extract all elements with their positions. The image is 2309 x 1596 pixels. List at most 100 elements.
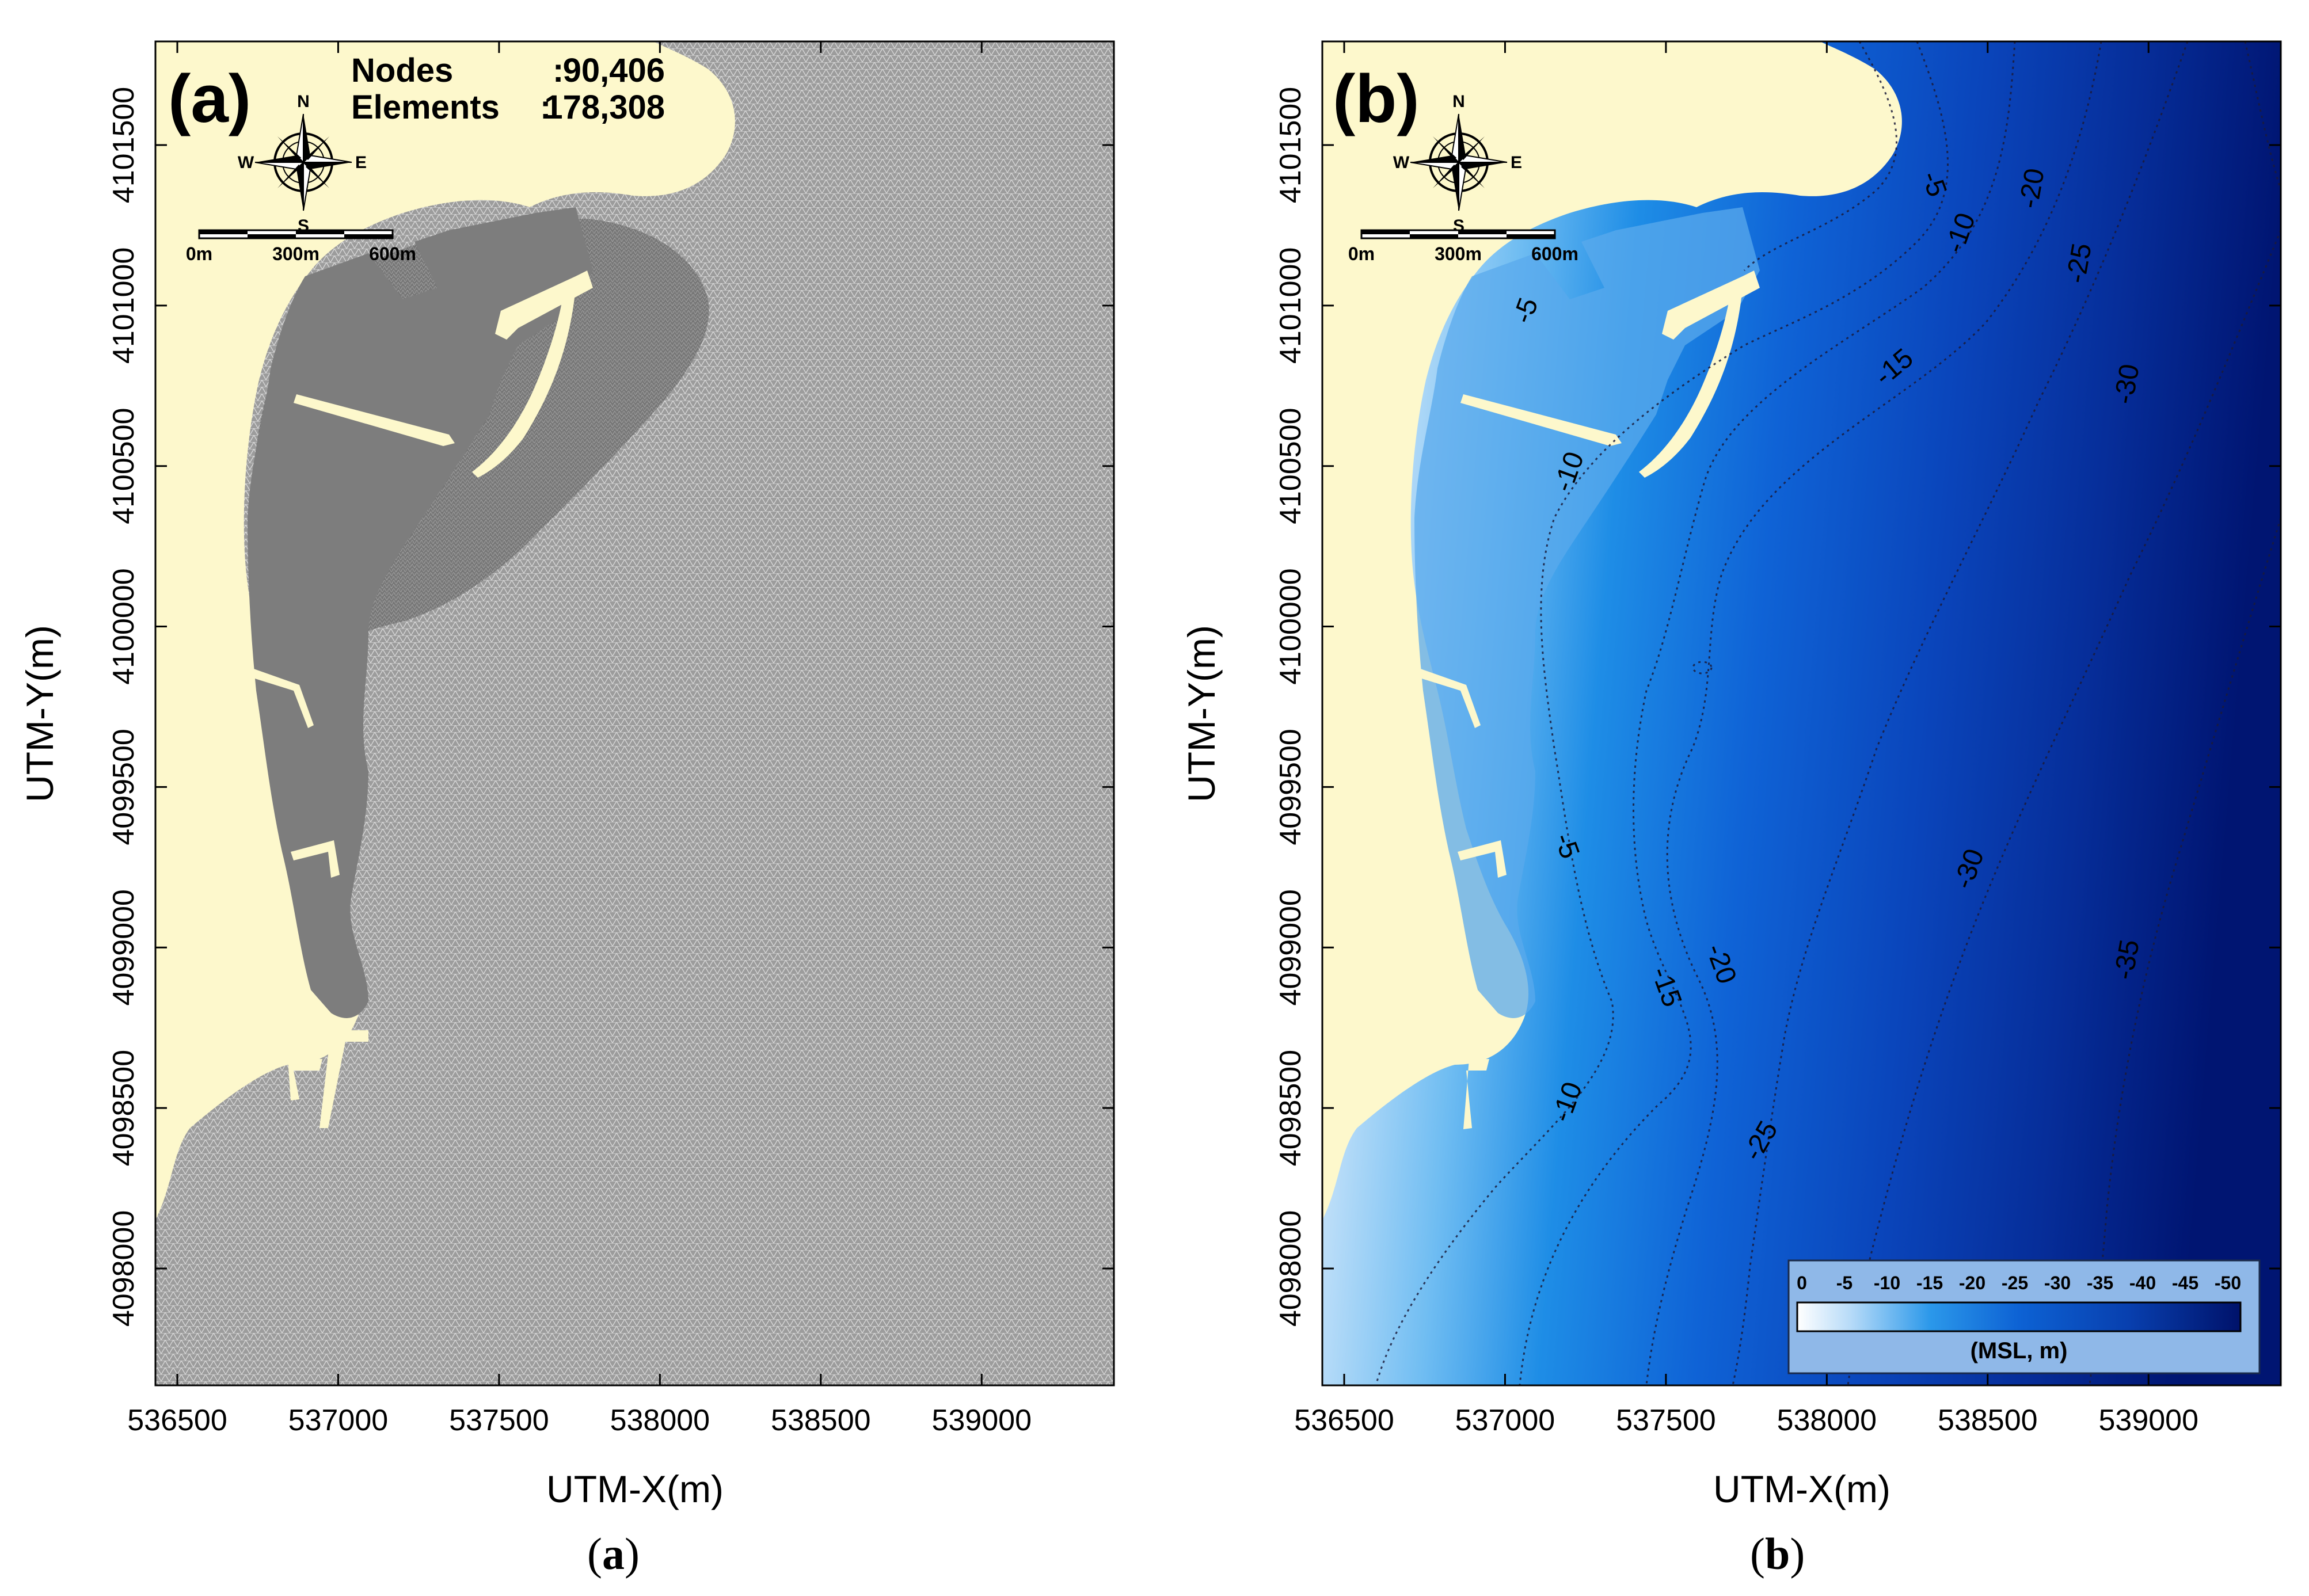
x-tick-label: 537000 [288,1404,389,1437]
y-tick-labels: 4101500 4101000 4100500 4100000 4099500 40990… [1274,87,1307,1327]
panel-b: -5-5-5-10-10-10-15-15-20-20-25-25-30-30-… [1180,40,2282,1510]
x-tick-label: 537500 [1616,1404,1716,1437]
colorbar-gradient [1796,1301,2242,1332]
colorbar-tick-label: -50 [2215,1273,2241,1293]
y-tick-labels: 4101500 4101000 4100500 4100000 4099500 40990… [107,87,140,1327]
svg-text:N: N [297,92,310,111]
y-tick-label: 4098500 [107,1050,140,1166]
elements-label: Elements [351,89,500,126]
breakwater-7 [288,1059,322,1100]
svg-text:300m: 300m [1435,243,1482,264]
y-tick-label: 4099500 [1274,729,1307,845]
colorbar-tick-label: -35 [2087,1273,2113,1293]
svg-text:W: W [238,153,254,172]
y-tick-label: 4099000 [107,889,140,1005]
svg-text:N: N [1452,92,1465,111]
panel-a: (a) Nodes : 90,406 Elements : 178,308 N … [18,40,1115,1510]
breakwater-2 [1639,288,1743,478]
colorbar-tick-label: -20 [1959,1273,1985,1293]
y-axis-title: UTM-Y(m) [1180,625,1223,802]
panel-label: (a) [168,61,251,137]
compass-rose-icon: N S E W [238,92,367,235]
colorbar-tick-label: -45 [2172,1273,2198,1293]
y-tick-label: 4098500 [1274,1050,1307,1166]
colorbar-tick-label: 0 [1797,1273,1807,1293]
contour-label: -20 [2014,166,2051,211]
caption-b: (b) [1750,1529,1805,1579]
y-tick-label: 4100500 [1274,407,1307,524]
elements-value: 178,308 [544,89,665,126]
scale-bar: 0m 300m 600m [186,229,416,264]
x-axis-title: UTM-X(m) [1713,1468,1890,1510]
contour-lines [1375,41,2281,1385]
compass-rose-icon: N S E W [1393,92,1522,235]
y-tick-label: 4099000 [1274,889,1307,1005]
svg-text:600m: 600m [369,243,416,264]
breakwater-5 [291,840,340,878]
colorbar-tick-label: -15 [1916,1273,1943,1293]
colorbar-tick-label: -5 [1836,1273,1852,1293]
colorbar-tick-label: -30 [2044,1273,2071,1293]
svg-text:E: E [1511,153,1522,172]
y-tick-label: 4098000 [107,1210,140,1327]
scale-bar: 0m 300m 600m [1348,229,1578,264]
y-tick-label: 4101000 [1274,247,1307,364]
breakwater-4 [1414,668,1481,728]
mesh-info: Nodes : 90,406 Elements : 178,308 [351,52,665,126]
colorbar-legend: 0 -5 -10 -15 -20 -25 -30 -35 -40 -45 -50 (MSL, m) [1787,1259,2261,1374]
breakwater-3 [1460,394,1622,446]
y-tick-label: 4101000 [107,247,140,364]
x-tick-label: 536500 [1294,1404,1394,1437]
plot-frame [1321,40,2282,1386]
x-tick-label: 537500 [449,1404,549,1437]
breakwater-6 [1463,1059,1489,1129]
elements-sep: : [540,89,551,126]
nodes-label: Nodes [351,52,453,89]
svg-text:0m: 0m [1348,243,1375,264]
x-tick-label: 537000 [1455,1404,1555,1437]
x-tick-labels: 536500 537000 537500 538000 538500 539000 [1294,1404,2198,1437]
panel-label: (b) [1333,61,1420,137]
svg-text:600m: 600m [1531,243,1578,264]
colorbar-tick-label: -10 [1874,1273,1900,1293]
breakwater-6 [319,1030,368,1128]
x-tick-label: 538000 [1777,1404,1877,1437]
caption-a: (a) [587,1529,640,1579]
colorbar-unit: (MSL, m) [1971,1338,2068,1363]
x-tick-label: 538000 [610,1404,710,1437]
breakwater-4 [248,668,314,728]
x-tick-labels: 536500 537000 537500 538000 538500 539000 [127,1404,1032,1437]
y-tick-label: 4098000 [1274,1210,1307,1327]
nodes-value: 90,406 [563,52,665,89]
svg-text:0m: 0m [186,243,212,264]
y-tick-label: 4100000 [1274,568,1307,684]
svg-text:300m: 300m [272,243,319,264]
axis-ticks [155,41,1114,1385]
colorbar-tick-label: -25 [2002,1273,2028,1293]
y-axis-title: UTM-Y(m) [18,625,61,802]
svg-text:E: E [355,153,367,172]
x-tick-label: 539000 [931,1404,1032,1437]
x-tick-label: 539000 [2098,1404,2198,1437]
colorbar-tick-label: -40 [2129,1273,2156,1293]
plot-frame [154,40,1115,1386]
contour-label: -25 [2061,241,2098,286]
x-tick-label: 538500 [1938,1404,2038,1437]
breakwater-2 [472,288,576,478]
breakwater-3 [294,394,455,446]
y-tick-label: 4100500 [107,407,140,524]
contour-label: -30 [2109,362,2146,407]
y-tick-label: 4100000 [107,568,140,684]
x-tick-label: 536500 [127,1404,227,1437]
y-tick-label: 4101500 [1274,87,1307,203]
breakwater-5 [1458,840,1507,878]
nodes-sep: : [553,52,564,89]
y-tick-label: 4099500 [107,729,140,845]
svg-text:W: W [1393,153,1410,172]
contour-label: -35 [2109,938,2146,982]
colorbar-ticks: 0 -5 -10 -15 -20 -25 -30 -35 -40 -45 -50 [1797,1273,2241,1293]
x-axis-title: UTM-X(m) [546,1468,724,1510]
axis-ticks [1322,41,2281,1385]
y-tick-label: 4101500 [107,87,140,203]
x-tick-label: 538500 [771,1404,871,1437]
